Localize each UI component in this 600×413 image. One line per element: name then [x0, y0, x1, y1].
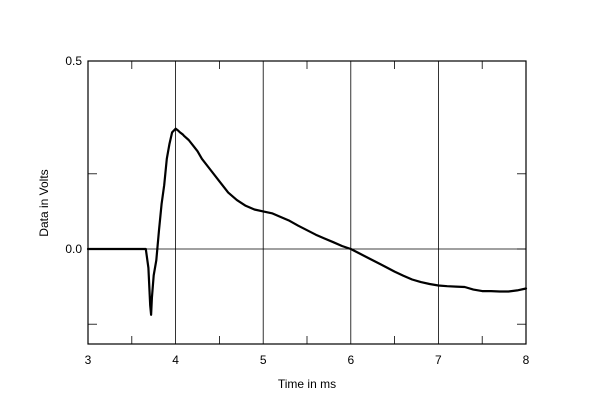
plot-frame: [87, 60, 527, 345]
y-tick-labels: 0.0 0.5: [65, 54, 82, 256]
x-tick-label: 4: [172, 353, 179, 367]
grid: [88, 61, 526, 344]
series-layer: [86, 127, 528, 316]
y-axis-label: Data in Volts: [37, 169, 51, 236]
x-tick-label: 7: [435, 353, 442, 367]
series-line: [86, 127, 528, 316]
x-tick-label: 3: [85, 353, 92, 367]
x-axis-label: Time in ms: [278, 377, 336, 391]
x-tick-labels: 3 4 5 6 7 8: [85, 353, 530, 367]
y-tick-label: 0.5: [65, 54, 82, 68]
plot-background: [88, 61, 526, 344]
y-tick-label: 0.0: [65, 242, 82, 256]
x-tick-label: 5: [260, 353, 267, 367]
x-tick-label: 6: [347, 353, 354, 367]
x-tick-label: 8: [523, 353, 530, 367]
